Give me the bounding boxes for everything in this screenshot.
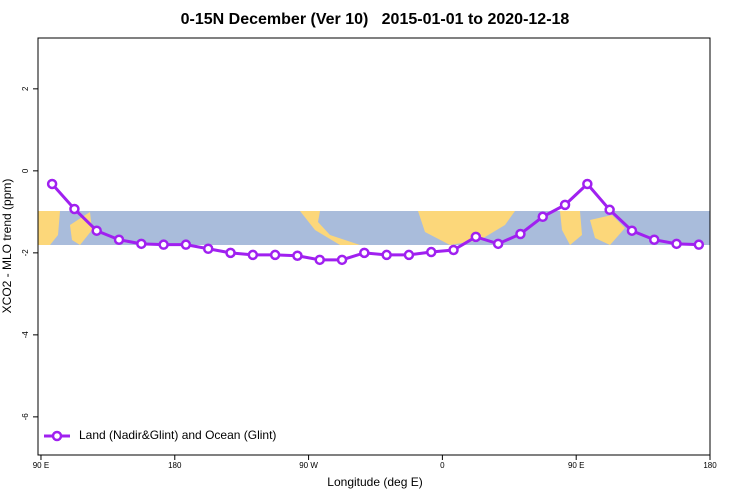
point [515, 228, 526, 240]
point [604, 204, 615, 216]
x-tick-label: 90 E [33, 461, 49, 470]
point [448, 244, 459, 256]
point [537, 211, 548, 223]
point [136, 238, 147, 250]
x-axis-label: Longitude (deg E) [327, 475, 422, 489]
point [626, 225, 638, 236]
point [582, 178, 593, 190]
y-tick-label: -4 [21, 331, 30, 339]
point [381, 249, 392, 261]
point [559, 199, 571, 211]
point [292, 250, 303, 261]
point [314, 254, 325, 266]
y-tick-label: 0 [21, 168, 30, 173]
point [359, 247, 370, 259]
point [671, 238, 682, 250]
x-tick-label: 180 [168, 461, 182, 470]
point [91, 225, 102, 236]
point [693, 239, 705, 250]
y-axis-label: XCO2 - MLO trend (ppm) [0, 179, 14, 314]
x-tick-label: 90 W [299, 461, 318, 470]
point [470, 231, 482, 243]
x-tick-label: 180 [703, 461, 717, 470]
point [648, 234, 660, 245]
point [113, 234, 125, 245]
x-tick-label: 90 E [568, 461, 584, 470]
point [158, 239, 169, 250]
point [336, 254, 348, 266]
y-tick-label: -2 [21, 249, 30, 257]
point [403, 249, 415, 261]
point [247, 249, 259, 261]
x-tick-label: 0 [440, 461, 445, 470]
y-tick-label: 2 [21, 86, 30, 91]
point [69, 203, 80, 215]
point [225, 247, 236, 259]
point [202, 243, 214, 255]
legend-label: Land (Nadir&Glint) and Ocean (Glint) [79, 428, 276, 442]
legend-marker [51, 430, 63, 442]
point [180, 239, 192, 250]
point [269, 249, 281, 261]
point [46, 178, 58, 190]
plot-frame [37, 37, 711, 456]
point [492, 238, 504, 250]
chart-title: 0-15N December (Ver 10) 2015-01-01 to 20… [181, 11, 570, 28]
y-tick-label: -6 [21, 413, 30, 421]
point [425, 246, 437, 258]
